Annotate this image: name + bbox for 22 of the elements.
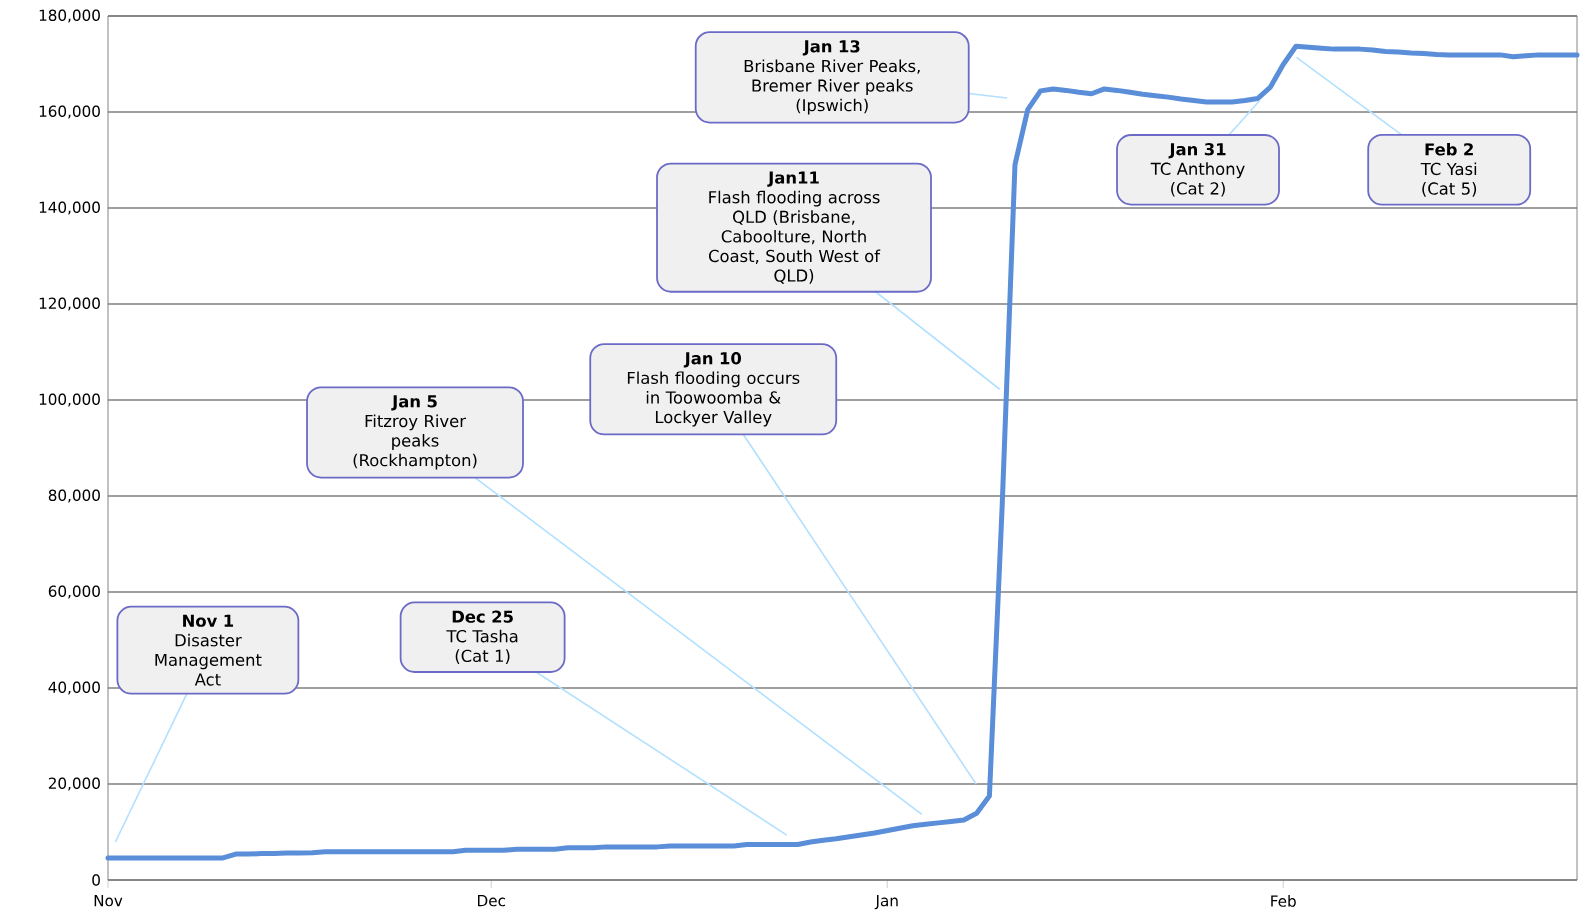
y-tick-label: 180,000 <box>39 9 100 23</box>
y-tick-label: 80,000 <box>48 489 100 503</box>
annotation: Jan11 Flash flooding across QLD (Brisbane, Caboolture, North Coast, South West of QLD) <box>708 171 881 284</box>
x-tick-label: Feb <box>1271 895 1296 907</box>
annotation: Jan 13 Brisbane River Peaks, Bremer River peaks (Ipswich) <box>744 40 920 115</box>
x-tick-label: Jan <box>874 895 898 910</box>
y-tick-label: 120,000 <box>39 297 100 311</box>
y-tick-label: 140,000 <box>39 201 100 215</box>
annotation: Feb 2 TC Yasi (Cat 5) <box>1420 142 1477 197</box>
annotation: Jan 10 Flash flooding occurs in Toowoomba & Lockyer Valley <box>627 352 800 427</box>
annotation: Jan 5 Fitzroy River peaks (Rockhampton) <box>353 395 477 470</box>
annotation: Nov 1 Disaster Management Act <box>155 614 262 686</box>
y-tick-label: 160,000 <box>39 105 100 119</box>
y-tick-label: 60,000 <box>48 585 100 599</box>
x-tick-label: Nov <box>94 895 123 907</box>
y-tick-label: 40,000 <box>48 681 100 695</box>
annotation: Jan 31 TC Anthony (Cat 2) <box>1150 143 1245 197</box>
x-tick-label: Dec <box>478 895 505 907</box>
y-tick-label: 100,000 <box>39 393 100 407</box>
y-tick-label: 0 <box>92 874 100 886</box>
y-tick-label: 20,000 <box>48 777 100 791</box>
annotation: Dec 25 TC Tasha (Cat 1) <box>446 610 518 665</box>
